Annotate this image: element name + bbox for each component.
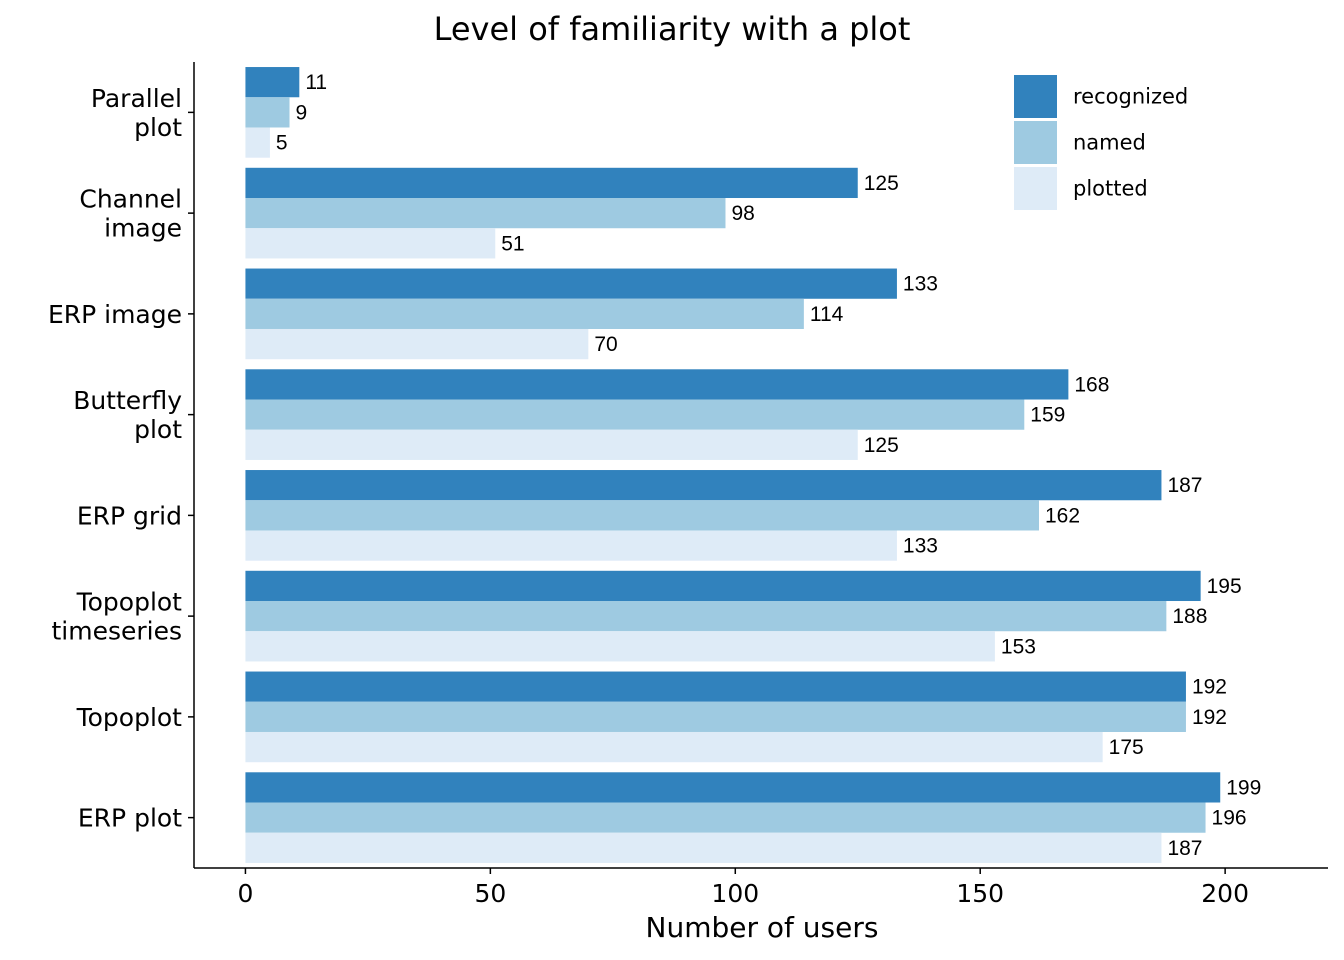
x-axis-title: Number of users (646, 911, 879, 944)
chart-title: Level of familiarity with a plot (434, 10, 911, 48)
bar-recognized-1 (245, 167, 858, 199)
value-label-recognized-0: 11 (305, 71, 327, 94)
bar-plotted-2 (245, 328, 589, 360)
legend: recognized named plotted (1014, 75, 1188, 210)
x-tick-label: 200 (1201, 879, 1249, 908)
y-tick-label: ERP image (48, 300, 182, 329)
y-tick-label: Topoplot (76, 703, 183, 732)
y-tick-label: Channel (79, 185, 182, 214)
value-label-recognized-2: 133 (903, 273, 938, 296)
value-label-recognized-4: 187 (1167, 474, 1202, 497)
legend-key-plotted (1014, 167, 1057, 210)
bar-named-7 (245, 802, 1206, 833)
bar-named-3 (245, 399, 1025, 430)
value-label-plotted-1: 51 (501, 232, 524, 255)
y-tick-label: ERP grid (77, 501, 182, 530)
value-label-recognized-5: 195 (1207, 575, 1242, 598)
value-label-plotted-2: 70 (594, 333, 617, 356)
bar-recognized-0 (245, 67, 300, 98)
bar-named-0 (245, 97, 290, 128)
value-label-recognized-6: 192 (1192, 676, 1227, 699)
bar-named-4 (245, 500, 1039, 531)
bar-recognized-5 (245, 570, 1201, 602)
y-tick-label: Topoplot (76, 588, 183, 617)
value-label-recognized-7: 199 (1226, 776, 1261, 799)
bar-plotted-6 (245, 731, 1103, 763)
x-tick-label: 100 (711, 879, 759, 908)
legend-label-recognized: recognized (1073, 85, 1188, 109)
x-tick-label: 50 (474, 879, 506, 908)
value-label-recognized-3: 168 (1074, 373, 1109, 396)
y-tick-label: plot (134, 415, 182, 444)
bar-recognized-4 (245, 470, 1162, 501)
value-label-named-2: 114 (810, 303, 844, 326)
bar-plotted-4 (245, 530, 897, 561)
y-tick-label: plot (134, 113, 182, 142)
bar-recognized-6 (245, 671, 1186, 702)
value-label-plotted-7: 187 (1167, 837, 1202, 860)
x-tick-label: 150 (956, 879, 1004, 908)
value-label-named-7: 196 (1212, 807, 1247, 830)
value-label-plotted-5: 153 (1001, 635, 1036, 658)
y-tick-label: Butterfly (73, 386, 182, 415)
bar-plotted-1 (245, 228, 496, 259)
value-label-plotted-3: 125 (864, 434, 899, 457)
bar-plotted-7 (245, 832, 1162, 863)
bar-named-6 (245, 701, 1186, 732)
value-label-named-3: 159 (1030, 404, 1065, 427)
value-label-named-4: 162 (1045, 504, 1080, 527)
value-label-recognized-1: 125 (864, 172, 899, 195)
value-label-plotted-6: 175 (1109, 736, 1144, 759)
legend-key-recognized (1014, 75, 1057, 118)
value-label-named-0: 9 (296, 101, 308, 124)
value-labels-group: 11 95 125 98 51 133 114 70 168 159 125 187 162 133 195… (276, 71, 1261, 860)
value-label-named-6: 192 (1192, 706, 1227, 729)
y-tick-label: ERP plot (78, 804, 182, 833)
value-label-named-1: 98 (731, 202, 754, 225)
value-label-plotted-0: 5 (276, 132, 288, 155)
y-tick-label: image (104, 214, 182, 243)
y-tick-label: timeseries (51, 617, 182, 646)
bar-named-5 (245, 601, 1167, 632)
bar-named-2 (245, 298, 804, 329)
bar-recognized-2 (245, 268, 897, 299)
legend-label-named: named (1073, 131, 1146, 155)
axes-group (193, 62, 1328, 869)
y-tick-label: Parallel (91, 84, 182, 113)
value-label-named-5: 188 (1172, 605, 1207, 628)
bars-group (245, 67, 1221, 863)
bar-plotted-0 (245, 127, 270, 158)
value-label-plotted-4: 133 (903, 535, 938, 558)
bar-recognized-3 (245, 369, 1069, 400)
bar-recognized-7 (245, 772, 1221, 803)
bar-plotted-5 (245, 631, 995, 662)
bar-plotted-3 (245, 429, 858, 460)
bar-named-1 (245, 198, 726, 229)
legend-label-plotted: plotted (1073, 177, 1148, 201)
legend-key-named (1014, 121, 1057, 164)
x-tick-label: 0 (237, 879, 253, 908)
x-ticks-group: 0 50 100 150 200 (237, 868, 1249, 908)
